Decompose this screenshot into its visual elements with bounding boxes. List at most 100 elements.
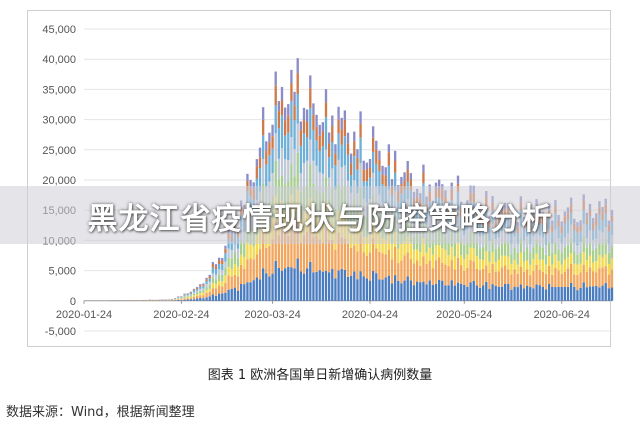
bar-segment bbox=[205, 280, 208, 285]
bar-segment bbox=[397, 280, 400, 301]
bar-segment bbox=[591, 262, 595, 272]
bar-segment bbox=[466, 254, 469, 268]
bar-segment bbox=[494, 285, 497, 301]
bar-segment bbox=[309, 164, 312, 199]
bar-segment bbox=[312, 129, 315, 161]
bar-segment bbox=[547, 256, 551, 266]
bar-segment bbox=[384, 254, 387, 278]
bar-segment bbox=[371, 151, 375, 173]
bar-segment bbox=[488, 289, 491, 301]
bar-segment bbox=[274, 85, 277, 106]
bar-segment bbox=[233, 287, 237, 301]
y-tick-label: 0 bbox=[70, 296, 76, 308]
bar-segment bbox=[507, 241, 510, 257]
bar-segment bbox=[510, 253, 513, 264]
bar-segment bbox=[327, 132, 331, 144]
bar-segment bbox=[258, 168, 262, 192]
bar-segment bbox=[305, 232, 309, 269]
bar-segment bbox=[349, 247, 353, 276]
bar-segment bbox=[205, 292, 208, 298]
bar-segment bbox=[425, 238, 428, 253]
bar-segment bbox=[246, 259, 249, 283]
bar-segment bbox=[268, 245, 271, 277]
bar-segment bbox=[538, 270, 541, 286]
bar-segment bbox=[315, 235, 318, 272]
bar-segment bbox=[208, 296, 211, 301]
bar-segment bbox=[331, 142, 334, 169]
bar-segment bbox=[359, 271, 362, 301]
bar-segment bbox=[375, 140, 378, 150]
bar-segment bbox=[475, 285, 479, 301]
bar-segment bbox=[239, 283, 243, 301]
bar-segment bbox=[180, 297, 183, 299]
bar-segment bbox=[305, 160, 309, 186]
bar-segment bbox=[293, 120, 296, 150]
bar-segment bbox=[221, 264, 224, 271]
bar-segment bbox=[591, 286, 595, 301]
y-tick-label: 5,000 bbox=[48, 266, 76, 278]
bar-segment bbox=[566, 245, 570, 258]
bar-segment bbox=[246, 173, 249, 181]
bar-segment bbox=[277, 158, 281, 180]
bar-segment bbox=[610, 269, 614, 288]
bar-segment bbox=[503, 241, 507, 256]
bar-segment bbox=[299, 271, 303, 301]
bar-segment bbox=[532, 258, 535, 271]
bar-segment bbox=[268, 132, 271, 143]
bar-segment bbox=[186, 295, 189, 297]
bar-segment bbox=[211, 273, 215, 278]
bar-segment bbox=[491, 263, 494, 285]
bar-segment bbox=[299, 145, 303, 174]
bar-segment bbox=[422, 164, 425, 173]
bar-segment bbox=[309, 226, 312, 262]
bar-segment bbox=[255, 235, 259, 255]
bar-segment bbox=[195, 294, 199, 296]
bar-segment bbox=[177, 298, 180, 299]
bar-segment bbox=[271, 148, 274, 174]
bar-segment bbox=[494, 271, 497, 286]
bar-segment bbox=[519, 284, 523, 301]
bar-segment bbox=[214, 264, 218, 267]
bar-segment bbox=[551, 264, 554, 275]
bar-segment bbox=[309, 139, 312, 165]
bar-segment bbox=[500, 267, 504, 287]
bar-segment bbox=[406, 236, 409, 253]
bar-segment bbox=[186, 294, 189, 296]
bar-segment bbox=[340, 167, 343, 190]
bar-segment bbox=[434, 283, 438, 301]
bar-segment bbox=[192, 295, 196, 297]
bar-segment bbox=[227, 248, 230, 258]
bar-segment bbox=[400, 260, 403, 284]
bar-segment bbox=[415, 281, 419, 301]
bar-segment bbox=[334, 153, 337, 166]
bar-segment bbox=[189, 292, 193, 295]
bar-segment bbox=[485, 251, 488, 266]
bar-segment bbox=[309, 261, 312, 301]
bar-segment bbox=[554, 267, 557, 288]
x-tick-label: 2020-05-24 bbox=[436, 309, 492, 321]
bar-segment bbox=[538, 259, 541, 271]
bar-segment bbox=[233, 252, 237, 265]
bar-segment bbox=[192, 296, 196, 300]
bar-segment bbox=[393, 172, 397, 191]
bar-segment bbox=[205, 277, 208, 280]
bar-segment bbox=[337, 106, 340, 120]
bar-segment bbox=[296, 123, 299, 153]
bar-segment bbox=[293, 268, 296, 301]
bar-segment bbox=[195, 287, 199, 289]
bar-segment bbox=[189, 295, 193, 297]
bar-segment bbox=[403, 172, 406, 181]
bar-segment bbox=[230, 258, 233, 269]
bar-segment bbox=[365, 255, 369, 279]
bar-segment bbox=[343, 110, 347, 120]
bar-segment bbox=[381, 165, 384, 175]
bar-segment bbox=[459, 240, 463, 256]
bar-segment bbox=[466, 286, 469, 301]
bar-segment bbox=[582, 282, 585, 301]
bar-segment bbox=[409, 259, 413, 281]
bar-segment bbox=[393, 275, 397, 301]
bar-segment bbox=[324, 228, 328, 271]
bar-segment bbox=[400, 283, 403, 301]
bar-segment bbox=[321, 242, 325, 272]
bar-segment bbox=[268, 155, 271, 182]
